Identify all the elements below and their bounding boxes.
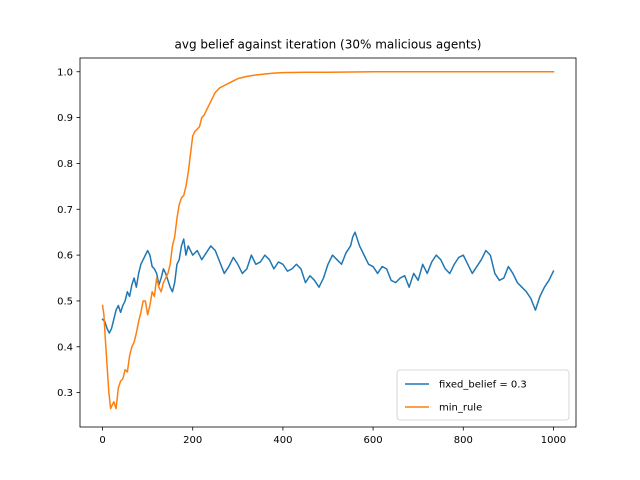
plot-background — [80, 58, 576, 427]
y-tick-label: 0.9 — [57, 113, 73, 124]
y-tick-label: 1.0 — [57, 67, 73, 78]
x-tick-label: 400 — [273, 435, 292, 446]
plot-frame — [79, 57, 577, 428]
legend: fixed_belief = 0.3 min_rule — [396, 369, 570, 421]
x-axis: 0 200 400 600 800 1000 — [99, 427, 566, 446]
y-tick-label: 0.3 — [57, 388, 73, 399]
y-tick-label: 0.8 — [57, 159, 73, 170]
x-tick-label: 600 — [364, 435, 383, 446]
series-line-min-rule — [101, 71, 555, 410]
y-axis: 0.3 0.4 0.5 0.6 0.7 0.8 0.9 1.0 — [57, 67, 80, 399]
y-tick-label: 0.7 — [57, 205, 73, 216]
x-tick-label: 1000 — [541, 435, 566, 446]
chart-title: avg belief against iteration (30% malici… — [175, 38, 482, 52]
series-line-fixed-belief — [101, 231, 555, 334]
plot-area — [79, 57, 577, 428]
legend-label-min-rule: min_rule — [439, 403, 482, 414]
series-layer — [101, 71, 555, 410]
x-tick-label: 0 — [99, 435, 105, 446]
y-tick-label: 0.5 — [57, 296, 73, 307]
x-tick-label: 800 — [454, 435, 473, 446]
y-tick-label: 0.6 — [57, 251, 73, 262]
legend-box — [396, 369, 570, 421]
x-tick-label: 200 — [183, 435, 202, 446]
legend-label-fixed-belief: fixed_belief = 0.3 — [439, 380, 527, 391]
y-tick-label: 0.4 — [57, 342, 73, 353]
